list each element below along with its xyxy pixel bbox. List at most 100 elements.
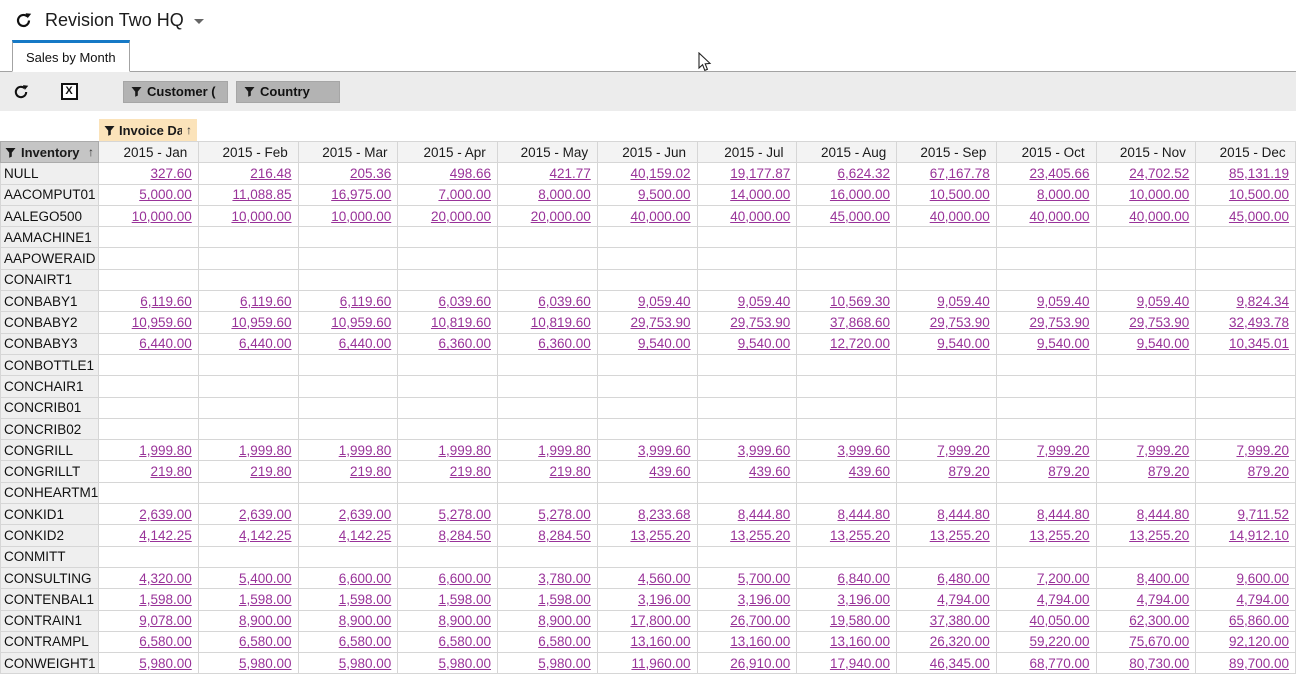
cell-value-link[interactable]: 6,119.60 [239,293,292,309]
cell-value-link[interactable]: 4,794.00 [1036,591,1090,607]
chevron-down-icon[interactable] [193,19,204,24]
cell-value-link[interactable]: 5,980.00 [238,655,292,671]
cell-value-link[interactable]: 11,088.85 [232,187,292,203]
cell-value-link[interactable]: 16,975.00 [331,187,392,203]
cell-value-link[interactable]: 6,039.60 [538,293,591,309]
cell-value-link[interactable]: 1,999.80 [238,442,292,458]
cell-value-link[interactable]: 9,059.40 [1036,293,1090,309]
column-header-2015-feb[interactable]: 2015 - Feb [197,140,299,164]
cell-value-link[interactable]: 1,598.00 [139,591,192,607]
cell-value-link[interactable]: 13,255.20 [630,527,691,543]
cell-value-link[interactable]: 421.77 [549,165,591,181]
column-header-2015-mar[interactable]: 2015 - Mar [297,140,399,164]
invoice-date-filter-chip[interactable]: Invoice Da ↑ [99,119,197,141]
cell-value-link[interactable]: 3,196.00 [837,591,890,607]
cell-value-link[interactable]: 8,444.80 [1036,506,1090,522]
cell-value-link[interactable]: 9,540.00 [1136,336,1190,352]
cell-value-link[interactable]: 4,142.25 [139,527,192,543]
cell-value-link[interactable]: 24,702.52 [1129,165,1190,181]
filter-chip-customer[interactable]: Customer ( [123,80,228,103]
cell-value-link[interactable]: 19,580.00 [829,613,890,629]
cell-value-link[interactable]: 14,000.00 [730,187,791,203]
cell-value-link[interactable]: 13,255.20 [1129,527,1190,543]
cell-value-link[interactable]: 37,380.00 [929,613,990,629]
cell-value-link[interactable]: 5,400.00 [238,570,292,586]
cell-value-link[interactable]: 8,000.00 [1036,187,1090,203]
cell-value-link[interactable]: 1,598.00 [538,591,591,607]
column-header-2015-oct[interactable]: 2015 - Oct [995,140,1097,164]
cell-value-link[interactable]: 1,598.00 [238,591,292,607]
cell-value-link[interactable]: 13,160.00 [730,634,791,650]
cell-value-link[interactable]: 65,860.00 [1228,613,1289,629]
cell-value-link[interactable]: 59,220.00 [1029,634,1090,650]
cell-value-link[interactable]: 9,824.34 [1236,293,1289,309]
cell-value-link[interactable]: 29,753.90 [1029,315,1090,331]
cell-value-link[interactable]: 3,999.60 [737,442,791,458]
cell-value-link[interactable]: 439.60 [748,464,791,480]
cell-value-link[interactable]: 89,700.00 [1228,655,1289,671]
cell-value-link[interactable]: 40,000.00 [630,208,691,224]
cell-value-link[interactable]: 439.60 [649,464,691,480]
cell-value-link[interactable]: 26,910.00 [730,655,791,671]
cell-value-link[interactable]: 13,255.20 [829,527,890,543]
cell-value-link[interactable]: 8,444.80 [937,506,990,522]
cell-value-link[interactable]: 26,700.00 [730,613,791,629]
cell-value-link[interactable]: 26,320.00 [929,634,990,650]
cell-value-link[interactable]: 9,500.00 [637,187,691,203]
cell-value-link[interactable]: 5,278.00 [538,506,591,522]
cell-value-link[interactable]: 6,580.00 [538,634,591,650]
cell-value-link[interactable]: 20,000.00 [430,208,491,224]
cell-value-link[interactable]: 879.20 [1147,464,1190,480]
cell-value-link[interactable]: 29,753.90 [929,315,990,331]
cell-value-link[interactable]: 219.80 [250,464,292,480]
cell-value-link[interactable]: 80,730.00 [1129,655,1190,671]
column-header-2015-jan[interactable]: 2015 - Jan [98,140,199,164]
cell-value-link[interactable]: 4,320.00 [139,570,192,586]
cell-value-link[interactable]: 5,000.00 [139,187,192,203]
cell-value-link[interactable]: 6,440.00 [238,336,292,352]
cell-value-link[interactable]: 19,177.87 [730,165,791,181]
cell-value-link[interactable]: 8,900.00 [538,613,591,629]
cell-value-link[interactable]: 7,000.00 [438,187,491,203]
cell-value-link[interactable]: 10,000.00 [231,208,292,224]
cell-value-link[interactable]: 4,794.00 [1136,591,1190,607]
cell-value-link[interactable]: 1,999.80 [438,442,491,458]
cell-value-link[interactable]: 2,639.00 [338,506,392,522]
cell-value-link[interactable]: 20,000.00 [530,208,591,224]
cell-value-link[interactable]: 4,794.00 [937,591,990,607]
cell-value-link[interactable]: 9,540.00 [937,336,990,352]
cell-value-link[interactable]: 3,196.00 [637,591,691,607]
cell-value-link[interactable]: 219.80 [549,464,591,480]
cell-value-link[interactable]: 10,959.60 [231,315,292,331]
refresh-icon[interactable] [12,83,30,101]
cell-value-link[interactable]: 5,980.00 [438,655,491,671]
cell-value-link[interactable]: 8,444.80 [737,506,791,522]
cell-value-link[interactable]: 10,000.00 [1129,187,1190,203]
cell-value-link[interactable]: 3,780.00 [538,570,591,586]
cell-value-link[interactable]: 7,999.20 [1036,442,1090,458]
cell-value-link[interactable]: 8,000.00 [538,187,591,203]
cell-value-link[interactable]: 8,444.80 [1136,506,1190,522]
cell-value-link[interactable]: 10,345.01 [1228,336,1289,352]
cell-value-link[interactable]: 9,540.00 [737,336,791,352]
cell-value-link[interactable]: 45,000.00 [1228,208,1289,224]
cell-value-link[interactable]: 6,624.32 [837,165,890,181]
cell-value-link[interactable]: 6,119.60 [140,293,192,309]
cell-value-link[interactable]: 8,444.80 [837,506,890,522]
cell-value-link[interactable]: 8,233.68 [637,506,691,522]
cell-value-link[interactable]: 37,868.60 [829,315,890,331]
cell-value-link[interactable]: 1,999.80 [338,442,392,458]
cell-value-link[interactable]: 879.20 [948,464,990,480]
cell-value-link[interactable]: 45,000.00 [829,208,890,224]
cell-value-link[interactable]: 5,980.00 [338,655,392,671]
cell-value-link[interactable]: 10,000.00 [331,208,392,224]
cell-value-link[interactable]: 13,255.20 [1029,527,1090,543]
excel-export-icon[interactable]: X [60,83,78,101]
cell-value-link[interactable]: 879.20 [1048,464,1090,480]
cell-value-link[interactable]: 10,819.60 [430,315,491,331]
cell-value-link[interactable]: 4,794.00 [1236,591,1289,607]
cell-value-link[interactable]: 13,160.00 [829,634,890,650]
cell-value-link[interactable]: 40,000.00 [1129,208,1190,224]
cell-value-link[interactable]: 9,059.40 [937,293,990,309]
tab-sales-by-month[interactable]: Sales by Month [12,40,130,72]
